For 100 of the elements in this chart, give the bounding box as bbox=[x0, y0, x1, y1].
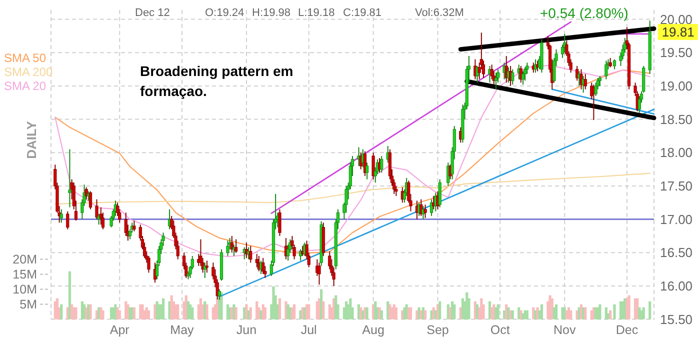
candlestick bbox=[68, 148, 72, 208]
candlestick bbox=[438, 178, 442, 208]
annotation: 19.81 bbox=[662, 24, 694, 40]
candlestick bbox=[203, 262, 206, 278]
bar bbox=[286, 304, 290, 320]
candlestick bbox=[638, 95, 641, 114]
bar bbox=[260, 310, 262, 320]
bar bbox=[548, 295, 552, 320]
x-tick-label: Nov bbox=[553, 323, 576, 337]
text: Vol:6.32M bbox=[415, 7, 464, 19]
text: Dec 12 bbox=[135, 7, 170, 19]
bar bbox=[308, 304, 310, 320]
candlestick bbox=[124, 212, 128, 236]
x-tick-label: Sep bbox=[426, 323, 449, 337]
bar bbox=[206, 304, 208, 320]
text: O:19.24 bbox=[205, 7, 244, 19]
candlestick bbox=[147, 255, 150, 274]
bar bbox=[299, 310, 302, 320]
bar bbox=[176, 304, 180, 320]
bar bbox=[394, 307, 398, 320]
candlestick bbox=[524, 66, 527, 82]
candlestick bbox=[608, 57, 612, 68]
bar bbox=[118, 310, 121, 320]
candlestick bbox=[372, 152, 375, 180]
bar bbox=[494, 307, 498, 320]
x-tick-label: Oct bbox=[490, 323, 510, 337]
y-tick-label: 16.50 bbox=[660, 245, 693, 260]
bar bbox=[424, 310, 427, 320]
candlestick bbox=[366, 162, 369, 180]
bar bbox=[570, 310, 572, 320]
bar bbox=[409, 307, 412, 320]
y-tick-label: 17.00 bbox=[660, 212, 693, 227]
candlestick bbox=[97, 213, 100, 226]
bar bbox=[234, 307, 238, 320]
bar bbox=[540, 304, 544, 320]
candlestick bbox=[604, 60, 608, 80]
text: SMA 20 bbox=[4, 79, 46, 93]
annotation: +0.54 (2.80%) bbox=[540, 5, 628, 21]
candlestick bbox=[226, 240, 230, 256]
y-tick-label: 20.00 bbox=[660, 12, 693, 27]
bar bbox=[648, 301, 652, 320]
text: H:19.98 bbox=[252, 7, 291, 19]
candlestick bbox=[249, 245, 252, 264]
annotation: Broadening pattern em formaçao. bbox=[140, 63, 294, 99]
bar bbox=[245, 304, 248, 320]
bar bbox=[496, 304, 500, 320]
candlestick bbox=[205, 260, 208, 274]
x-tick-label: Aug bbox=[362, 323, 384, 337]
bar bbox=[272, 286, 275, 320]
x-tick-label: May bbox=[170, 323, 195, 337]
candlestick bbox=[359, 152, 362, 170]
candlestick bbox=[66, 210, 70, 230]
bar bbox=[322, 301, 325, 320]
candlestick bbox=[95, 198, 98, 220]
candlestick bbox=[504, 55, 508, 84]
y-tick-label: 15.50 bbox=[660, 312, 693, 327]
bar bbox=[453, 304, 456, 320]
bar bbox=[247, 310, 250, 320]
candlestick bbox=[278, 208, 282, 236]
text: DAILY bbox=[24, 120, 39, 159]
bar bbox=[249, 307, 252, 320]
candlestick bbox=[594, 82, 598, 96]
y-tick-label: 17.50 bbox=[660, 178, 693, 194]
bar bbox=[430, 310, 433, 320]
bar bbox=[292, 304, 296, 320]
candlestick bbox=[424, 204, 427, 218]
bar bbox=[613, 304, 616, 320]
bar bbox=[642, 307, 645, 320]
bar bbox=[264, 307, 266, 320]
y2-tick-label: 5M bbox=[20, 298, 37, 312]
text: SMA 50 bbox=[4, 51, 46, 65]
candlestick bbox=[580, 68, 583, 90]
bar bbox=[438, 301, 442, 320]
bar bbox=[418, 307, 420, 320]
y2-tick-label: 10M bbox=[12, 282, 37, 297]
y-tick-label: 19.00 bbox=[660, 78, 693, 94]
candlestick bbox=[494, 72, 498, 90]
x-tick-label: Apr bbox=[110, 323, 130, 337]
bar bbox=[554, 304, 558, 320]
candlestick bbox=[234, 238, 238, 254]
text: L:19.18 bbox=[298, 7, 335, 19]
bar bbox=[147, 310, 150, 320]
y-tick-label: 18.50 bbox=[660, 112, 693, 127]
candlestick bbox=[318, 262, 321, 286]
candlestick bbox=[88, 190, 92, 210]
bar bbox=[522, 313, 524, 320]
bar bbox=[162, 298, 165, 320]
candlestick bbox=[60, 208, 63, 224]
candlestick bbox=[598, 75, 602, 86]
candlestick bbox=[521, 70, 525, 86]
bar bbox=[232, 304, 236, 320]
candlestick bbox=[584, 73, 587, 90]
bar bbox=[116, 307, 119, 320]
bar bbox=[68, 271, 72, 320]
candlestick bbox=[255, 253, 258, 268]
x-tick-label: Jul bbox=[300, 323, 317, 337]
bar bbox=[380, 310, 383, 320]
bar bbox=[156, 301, 158, 320]
bar bbox=[168, 301, 171, 320]
bar bbox=[60, 304, 63, 320]
